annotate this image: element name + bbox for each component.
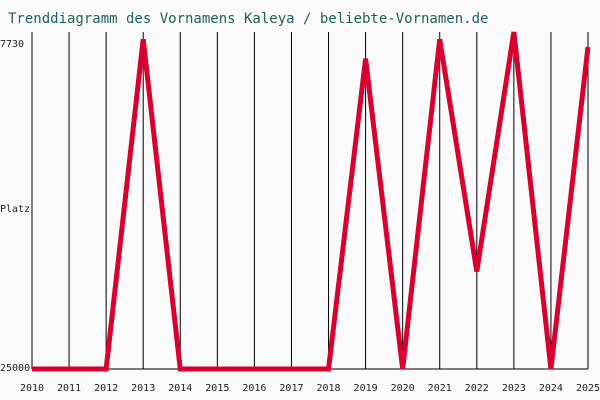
x-tick-label-2025: 2025 bbox=[576, 383, 600, 394]
x-tick-label-2014: 2014 bbox=[168, 383, 192, 394]
x-tick-label-2022: 2022 bbox=[465, 383, 489, 394]
x-tick-label-2024: 2024 bbox=[539, 383, 563, 394]
x-tick-label-2021: 2021 bbox=[428, 383, 452, 394]
y-tick-label-top: 7730 bbox=[0, 39, 24, 50]
x-tick-label-2013: 2013 bbox=[131, 383, 155, 394]
x-tick-label-2012: 2012 bbox=[94, 383, 118, 394]
series-line-0 bbox=[32, 31, 591, 372]
x-axis: 2010 2011 2012 2013 2014 2015 2016 2017 2018 2019… bbox=[20, 383, 600, 394]
x-tick-label-2018: 2018 bbox=[316, 383, 340, 394]
x-tick-label-2023: 2023 bbox=[502, 383, 526, 394]
x-tick-label-2011: 2011 bbox=[57, 383, 81, 394]
series-group bbox=[31, 31, 591, 372]
chart-title: Trenddiagramm des Vornamens Kaleya / bel… bbox=[8, 11, 488, 27]
y-tick-label-bottom: 25000 bbox=[0, 363, 30, 374]
y-axis: 7730 25000 Platz bbox=[0, 39, 30, 374]
x-tick-label-2019: 2019 bbox=[354, 383, 378, 394]
y-axis-label: Platz bbox=[0, 204, 30, 215]
x-tick-label-2015: 2015 bbox=[205, 383, 229, 394]
x-tick-label-2020: 2020 bbox=[391, 383, 415, 394]
x-tick-label-2010: 2010 bbox=[20, 383, 44, 394]
x-tick-label-2017: 2017 bbox=[279, 383, 303, 394]
x-tick-label-2016: 2016 bbox=[242, 383, 266, 394]
